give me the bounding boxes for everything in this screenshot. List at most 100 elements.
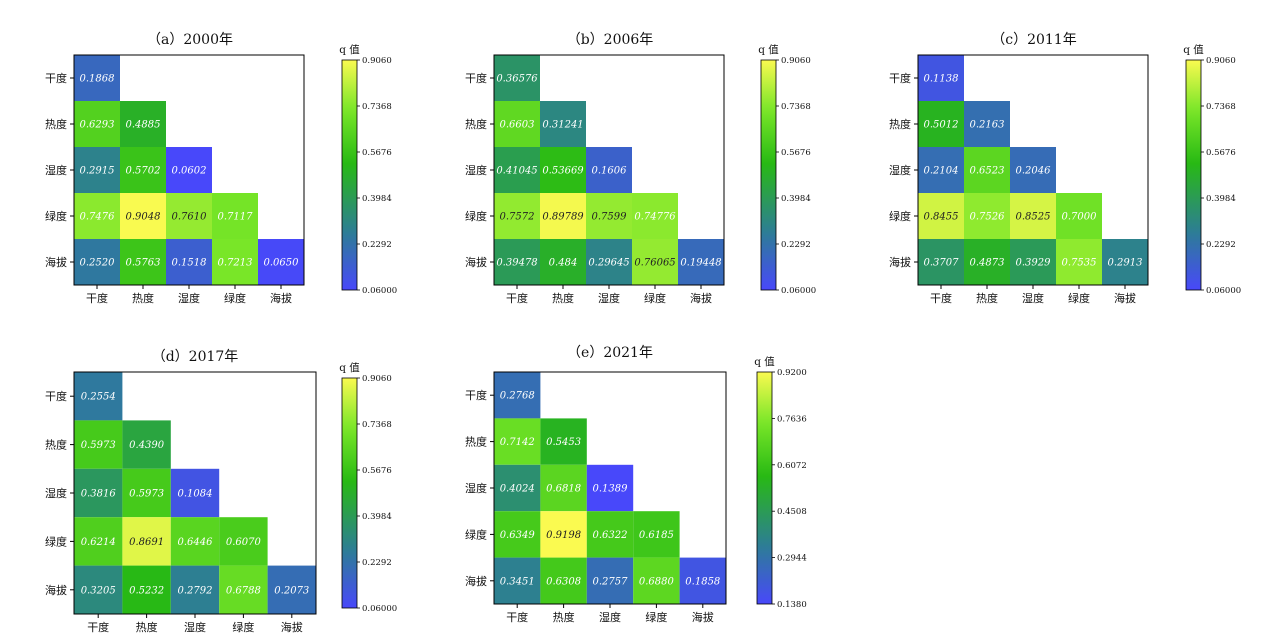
heatmap-cell <box>212 193 258 239</box>
y-tick-label: 热度 <box>465 435 487 449</box>
heatmap-cell <box>170 468 220 518</box>
heatmap-cell <box>122 565 171 614</box>
heatmap-cell <box>494 193 540 239</box>
x-tick-label: 海拔 <box>281 620 303 634</box>
colorbar-tick-label: 0.3984 <box>781 194 811 204</box>
y-tick-label: 绿度 <box>465 209 487 223</box>
cell-value-label: 0.1138 <box>924 74 959 85</box>
heatmap-cell <box>586 511 634 558</box>
cell-value-label: 0.39478 <box>496 258 537 269</box>
y-tick-label: 绿度 <box>889 209 911 223</box>
cell-value-label: 0.53669 <box>542 166 584 177</box>
colorbar-tick-label: 0.06000 <box>1206 286 1241 296</box>
cell-value-label: 0.6070 <box>226 537 262 548</box>
x-tick-label: 干度 <box>86 291 108 305</box>
y-tick-label: 热度 <box>889 117 911 131</box>
heatmap-cell <box>586 147 632 193</box>
cell-value-label: 0.2768 <box>500 391 535 402</box>
colorbar-tick-label: 0.9060 <box>781 56 811 66</box>
colorbar-label: q 值 <box>1183 43 1204 56</box>
heatmap-cell <box>586 239 632 285</box>
heatmap-cell <box>267 565 316 614</box>
heatmap-cell <box>494 239 540 285</box>
cell-value-label: 0.2554 <box>81 392 116 403</box>
heatmap-cell <box>586 464 634 512</box>
x-tick-label: 绿度 <box>1068 291 1090 305</box>
colorbar-tick-label: 0.7368 <box>1206 102 1236 112</box>
heatmap-cell <box>540 193 586 239</box>
cell-value-label: 0.5973 <box>129 489 164 500</box>
heatmap-cell <box>964 147 1010 193</box>
x-tick-label: 海拔 <box>690 291 712 305</box>
cell-value-label: 0.19448 <box>680 258 721 269</box>
colorbar-tick-label: 0.2292 <box>781 240 811 250</box>
heatmap-cell <box>540 464 587 512</box>
cell-value-label: 0.484 <box>549 258 578 269</box>
cell-value-label: 0.5702 <box>126 166 161 177</box>
colorbar-tick-label: 0.06000 <box>362 604 397 614</box>
heatmap-cell <box>540 557 587 604</box>
heatmap-panel: （d）2017年 0.2554 0.5973 0.4390 0.3816 0.5973 0.… <box>45 349 397 634</box>
cell-value-label: 0.7599 <box>592 212 628 223</box>
heatmap-cell <box>494 418 541 465</box>
cell-value-label: 0.2520 <box>80 258 116 269</box>
colorbar-tick-label: 0.7368 <box>362 102 392 112</box>
colorbar-tick-label: 0.9060 <box>1206 56 1236 66</box>
heatmap-cell <box>679 557 726 604</box>
heatmap-cell <box>494 511 541 558</box>
cell-value-label: 0.3707 <box>924 258 960 269</box>
cell-value-label: 0.0650 <box>264 258 300 269</box>
heatmap-cell <box>633 557 680 604</box>
heatmap-cell <box>494 55 540 101</box>
cell-value-label: 0.7142 <box>500 437 535 448</box>
y-tick-label: 海拔 <box>465 255 487 269</box>
colorbar-tick-label: 0.9060 <box>362 56 392 66</box>
heatmap-cell <box>170 517 220 566</box>
cell-value-label: 0.5232 <box>129 585 164 596</box>
heatmap-cell <box>258 239 304 285</box>
x-tick-label: 热度 <box>132 291 154 305</box>
cell-value-label: 0.4873 <box>970 258 1005 269</box>
heatmap-cell <box>494 101 540 147</box>
heatmap-cell <box>964 239 1010 285</box>
colorbar-tick-label: 0.5676 <box>781 148 811 158</box>
heatmap-cell <box>74 55 120 101</box>
y-tick-label: 湿度 <box>45 163 67 177</box>
heatmap-cell <box>219 565 268 614</box>
cell-value-label: 0.29645 <box>588 258 629 269</box>
x-tick-label: 海拔 <box>1114 291 1136 305</box>
x-tick-label: 湿度 <box>178 291 200 305</box>
y-tick-label: 绿度 <box>45 209 67 223</box>
colorbar-tick-label: 0.7368 <box>781 102 811 112</box>
heatmap-cell <box>120 101 166 147</box>
heatmap-cell <box>120 193 166 239</box>
x-tick-label: 热度 <box>976 291 998 305</box>
colorbar-tick-label: 0.9060 <box>362 374 392 384</box>
heatmap-cell <box>122 468 171 518</box>
heatmap-cell <box>540 418 587 465</box>
panel-title: （c）2011年 <box>991 32 1076 48</box>
cell-value-label: 0.5763 <box>126 258 161 269</box>
heatmap-panel: （e）2021年 0.2768 0.7142 0.5453 0.4024 0.6818 0.… <box>465 345 807 624</box>
colorbar <box>756 371 773 605</box>
cell-value-label: 0.6603 <box>500 120 535 131</box>
cell-value-label: 0.6293 <box>80 120 115 131</box>
y-tick-label: 干度 <box>45 71 67 85</box>
y-tick-label: 海拔 <box>45 583 67 597</box>
heatmap-panel: （a）2000年 0.1868 0.6293 0.4885 0.2915 0.5702 0.… <box>45 32 397 305</box>
colorbar <box>341 59 358 291</box>
heatmap-cell <box>494 464 541 512</box>
heatmap-cell <box>74 565 123 614</box>
cell-value-label: 0.4024 <box>500 484 535 495</box>
cell-value-label: 0.31241 <box>542 120 583 131</box>
heatmap-cell <box>540 511 587 558</box>
colorbar-tick-label: 0.5676 <box>362 148 392 158</box>
x-tick-label: 湿度 <box>1022 291 1044 305</box>
colorbar-tick-label: 0.3984 <box>362 194 392 204</box>
heatmap-cell <box>632 239 678 285</box>
colorbar-tick-label: 0.1380 <box>777 600 807 610</box>
cell-value-label: 0.2913 <box>1108 258 1143 269</box>
y-tick-label: 海拔 <box>889 255 911 269</box>
cell-value-label: 0.2163 <box>970 120 1005 131</box>
cell-value-label: 0.5973 <box>81 440 116 451</box>
